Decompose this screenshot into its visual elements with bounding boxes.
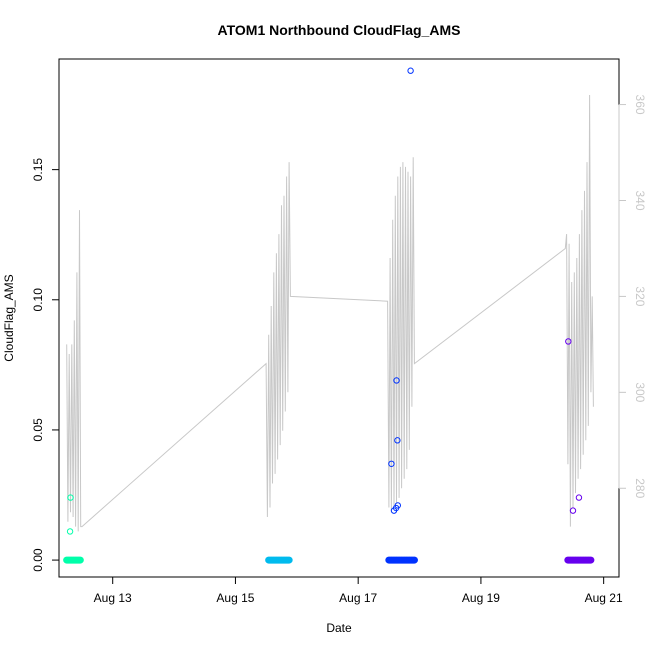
y2-tick-label: 360: [633, 95, 647, 115]
y-axis-label: CloudFlag_AMS: [2, 274, 16, 361]
data-point: [411, 556, 418, 564]
overlay-line: [66, 94, 594, 532]
data-point: [388, 460, 395, 467]
data-point: [393, 377, 400, 384]
data-point: [407, 67, 414, 74]
x-tick-label: Aug 21: [585, 591, 623, 605]
series-1: [63, 494, 84, 564]
y2-tick-label: 340: [633, 190, 647, 210]
y-tick-label: 0.00: [31, 548, 45, 572]
points-layer: [63, 67, 595, 564]
data-point: [394, 502, 402, 509]
data-point: [67, 494, 74, 501]
x-axis-label: Date: [326, 621, 352, 635]
plot-frame: [58, 58, 620, 578]
y2-tick-label: 300: [633, 382, 647, 402]
data-point: [394, 437, 401, 444]
data-point: [585, 556, 592, 564]
axes-layer: Aug 13 Aug 15 Aug 17 Aug 19 Aug 21 0.00 0.05 0.…: [31, 95, 647, 605]
data-point: [66, 528, 74, 535]
overlay-line-layer: [66, 94, 594, 532]
data-point: [565, 338, 572, 345]
series-4: [564, 338, 595, 564]
x-tick-label: Aug 19: [462, 591, 500, 605]
data-point: [569, 507, 577, 514]
y-tick-label: 0.15: [31, 158, 45, 182]
data-point: [283, 556, 290, 564]
x-tick-label: Aug 13: [94, 591, 132, 605]
y2-tick-label: 280: [633, 478, 647, 498]
data-point: [77, 556, 84, 564]
y2-tick-label: 320: [633, 286, 647, 306]
y-tick-label: 0.05: [31, 418, 45, 442]
data-point: [408, 556, 416, 564]
data-point: [285, 556, 293, 564]
y-tick-label: 0.10: [31, 288, 45, 312]
data-point: [587, 556, 595, 564]
series-2: [265, 556, 293, 564]
chart-title: ATOM1 Northbound CloudFlag_AMS: [218, 22, 461, 38]
x-tick-label: Aug 17: [339, 591, 377, 605]
x-tick-label: Aug 15: [216, 591, 254, 605]
series-3: [385, 67, 418, 564]
data-point: [575, 494, 583, 501]
